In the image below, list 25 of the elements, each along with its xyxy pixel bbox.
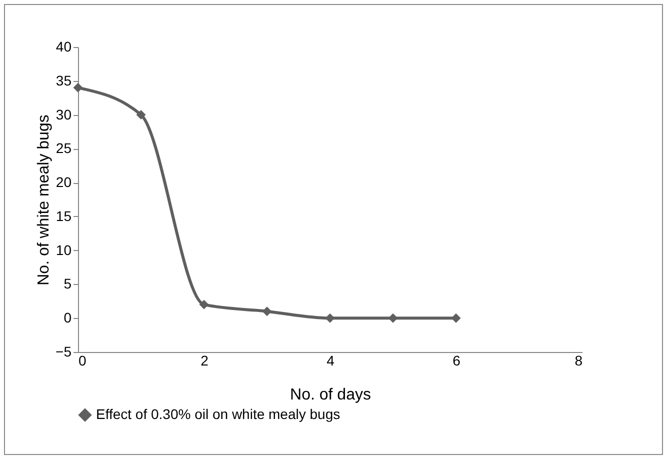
y-tick-label: 10: [56, 242, 72, 258]
y-axis-title: No. of white mealy bugs: [36, 114, 53, 286]
x-tick-label: 2: [200, 352, 209, 368]
y-tick-label: 40: [56, 38, 72, 54]
point: [73, 82, 83, 92]
x-tick-label: 6: [452, 352, 461, 368]
point: [451, 313, 461, 323]
x-tick-label: 8: [574, 352, 583, 368]
point: [136, 110, 146, 120]
point: [388, 313, 398, 323]
x-axis-title: No. of days: [290, 386, 371, 404]
legend-label: Effect of 0.30% oil on white mealy bugs: [96, 406, 340, 422]
point: [199, 300, 209, 310]
y-tick-label: 25: [56, 140, 72, 156]
x-tick-label: 4: [326, 352, 335, 368]
y-tick-label: −5: [56, 344, 72, 360]
y-tick-label: 35: [56, 72, 72, 88]
y-tick-label: 0: [64, 310, 72, 326]
point: [262, 306, 272, 316]
y-tick-label: 15: [56, 208, 72, 224]
y-tick-label: 20: [56, 174, 72, 190]
y-tick-label: 30: [56, 106, 72, 122]
x-tick-label: 0: [78, 352, 86, 368]
point: [325, 313, 335, 323]
y-tick-label: 5: [64, 276, 72, 292]
